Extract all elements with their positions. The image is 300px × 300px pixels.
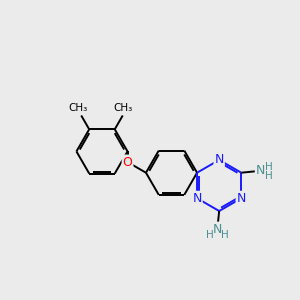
Text: N: N [213,223,222,236]
Text: O: O [123,156,133,169]
Text: N: N [237,192,246,205]
Text: N: N [256,164,265,177]
Text: H: H [265,170,272,181]
Text: H: H [206,230,214,240]
Text: CH₃: CH₃ [113,103,133,113]
Text: N: N [214,153,224,167]
Text: CH₃: CH₃ [68,103,87,113]
Text: N: N [192,192,202,205]
Text: H: H [221,230,229,240]
Text: H: H [265,162,272,172]
